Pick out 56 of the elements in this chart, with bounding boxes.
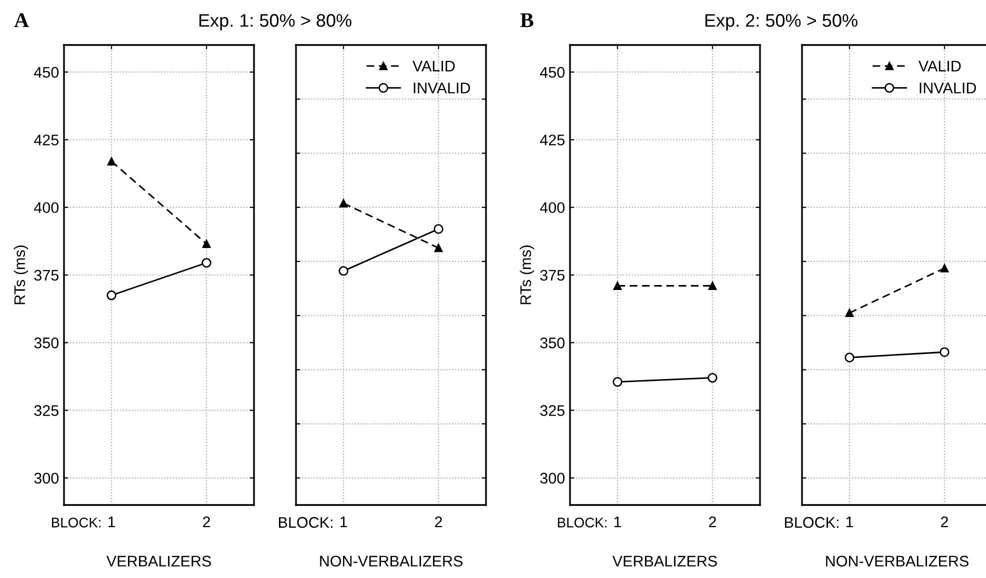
point xyxy=(434,244,443,252)
point xyxy=(339,199,348,208)
point xyxy=(612,377,622,387)
point xyxy=(940,264,949,272)
chart-title: Exp. 2: 50% > 50% xyxy=(705,14,858,30)
y-axis-title: RTs (ms) xyxy=(14,246,28,304)
text: BLOCK: xyxy=(784,517,838,528)
x-tick-label: 1 xyxy=(340,516,348,528)
x-axis-title: NON-VERBALIZERS xyxy=(320,556,462,567)
x-tick-label: 1 xyxy=(614,516,622,528)
point xyxy=(613,282,622,290)
text: BLOCK: xyxy=(558,518,607,528)
x-tick-label: 2 xyxy=(203,516,210,528)
x-tick-label: 2 xyxy=(435,516,442,528)
y-tick-label: 325 xyxy=(540,405,564,416)
text: B xyxy=(520,13,534,28)
y-tick-label: 375 xyxy=(34,270,58,281)
y-tick-label: 425 xyxy=(540,134,564,146)
y-tick-label: 450 xyxy=(540,66,565,78)
x-tick-label: 1 xyxy=(108,516,116,528)
x-tick-label: 1 xyxy=(846,516,854,528)
legend-label: VALID xyxy=(918,60,961,72)
x-axis-title: VERBALIZERS xyxy=(106,556,211,567)
point xyxy=(202,240,211,248)
point xyxy=(940,347,950,357)
legend-label: INVALID xyxy=(414,82,470,94)
point xyxy=(845,308,854,318)
point xyxy=(202,258,212,268)
y-tick-label: 325 xyxy=(34,405,58,416)
point xyxy=(106,290,116,300)
x-axis-title: VERBALIZERS xyxy=(612,556,717,567)
x-tick-label: 2 xyxy=(709,516,716,528)
point xyxy=(338,266,348,276)
x-axis-title: NON-VERBALIZERS xyxy=(826,556,968,567)
point xyxy=(708,282,717,290)
y-tick-label: 300 xyxy=(540,472,565,484)
y-tick-label: 400 xyxy=(540,202,565,214)
text: BLOCK: xyxy=(278,517,332,528)
y-tick-label: 350 xyxy=(540,338,565,348)
legend-label: VALID xyxy=(412,60,455,72)
text: BLOCK: xyxy=(52,518,101,528)
point xyxy=(434,224,444,234)
y-tick-label: 400 xyxy=(34,202,59,214)
legend-label: INVALID xyxy=(920,82,976,94)
y-tick-label: 300 xyxy=(34,472,59,484)
point xyxy=(107,157,116,166)
point xyxy=(844,352,854,362)
y-tick-label: 375 xyxy=(540,270,564,281)
text: A xyxy=(14,13,29,28)
y-tick-label: 350 xyxy=(34,338,59,348)
y-axis-title: RTs (ms) xyxy=(520,246,534,304)
x-tick-label: 2 xyxy=(941,516,948,528)
chart-title: Exp. 1: 50% > 80% xyxy=(199,14,352,30)
y-tick-label: 425 xyxy=(34,134,58,146)
y-tick-label: 450 xyxy=(34,66,59,78)
point xyxy=(708,372,718,383)
